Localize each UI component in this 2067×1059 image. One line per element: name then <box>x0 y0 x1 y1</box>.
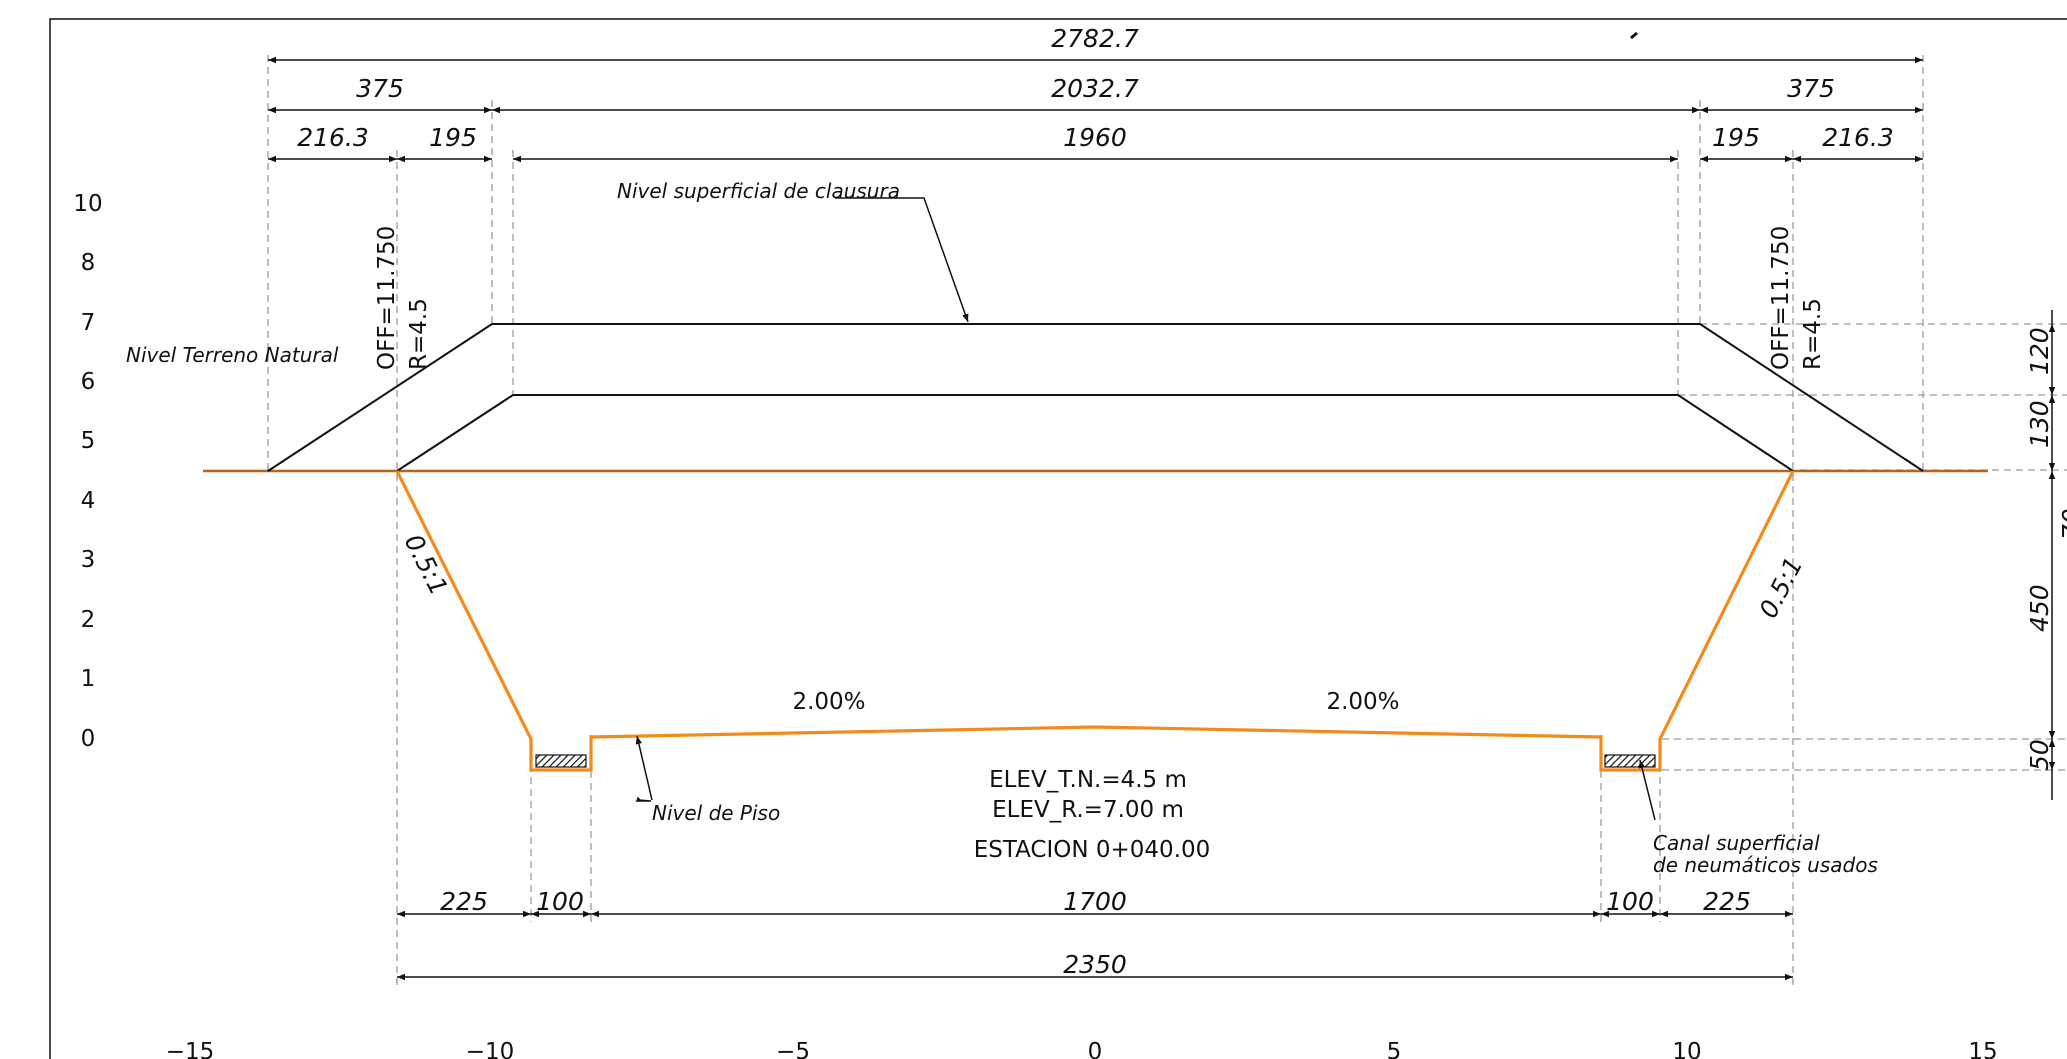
y-tick: 4 <box>81 488 96 514</box>
x-tick: 10 <box>1672 1039 1701 1059</box>
dim-bottom-center-1700: 1700 <box>1063 887 1127 916</box>
dim-right-50: 50 <box>2025 739 2054 771</box>
stray-mark <box>1630 31 1638 40</box>
dim-left-195: 195 <box>429 123 477 152</box>
grade-right: 2.00% <box>1326 689 1399 715</box>
floor-level-leader <box>635 796 652 802</box>
y-tick: 7 <box>81 310 96 336</box>
dim-right-450: 450 <box>2025 584 2054 632</box>
y-tick: 10 <box>73 191 102 217</box>
y-tick: 5 <box>81 428 96 454</box>
station-text: ESTACION 0+040.00 <box>974 837 1211 863</box>
dim-bottom-right-100: 100 <box>1606 887 1654 916</box>
dim-right-130: 130 <box>2025 400 2054 448</box>
offset-label-left: OFF=11.750 <box>374 226 400 370</box>
dim-middle-2032: 2032.7 <box>1051 74 1139 103</box>
dim-right-375: 375 <box>1787 74 1835 103</box>
dim-bottom-right-225: 225 <box>1703 887 1751 916</box>
offset-label-right: OFF=11.750 <box>1768 226 1794 370</box>
x-tick: 5 <box>1387 1039 1402 1059</box>
elev-tn-text: ELEV_T.N.=4.5 m <box>989 767 1187 793</box>
extension-lines <box>267 55 2067 985</box>
closure-surface-outer <box>267 323 1924 472</box>
dim-right-195: 195 <box>1712 123 1760 152</box>
dim-right-700-partial: 70 <box>2057 508 2067 540</box>
channel-hatch-right <box>1604 754 1656 768</box>
bottom-dimension-lines <box>397 910 1793 981</box>
dim-total-top: 2782.7 <box>1051 24 1139 53</box>
y-tick: 3 <box>81 547 96 573</box>
y-tick: 8 <box>81 250 96 276</box>
dim-bottom-left-100: 100 <box>536 887 584 916</box>
drawing-frame <box>49 18 2067 1059</box>
x-tick: 15 <box>1968 1039 1997 1059</box>
x-axis: −15 −10 −5 0 5 10 15 <box>166 1039 1998 1059</box>
x-tick: −5 <box>776 1039 810 1059</box>
y-tick: 0 <box>81 726 96 752</box>
r-label-left: R=4.5 <box>406 298 432 370</box>
channel-hatch-left <box>535 754 587 768</box>
y-tick: 2 <box>81 607 96 633</box>
dim-bottom-total-2350: 2350 <box>1063 950 1127 979</box>
elev-r-text: ELEV_R.=7.00 m <box>992 797 1184 823</box>
dim-left-375: 375 <box>356 74 404 103</box>
natural-ground-label: Nivel Terreno Natural <box>126 343 339 367</box>
closure-level-label: Nivel superficial de clausura <box>617 179 900 203</box>
grade-left: 2.00% <box>792 689 865 715</box>
dim-bottom-left-225: 225 <box>440 887 488 916</box>
dim-right-216: 216.3 <box>1822 123 1894 152</box>
x-tick: −10 <box>466 1039 515 1059</box>
channel-label-line1: Canal superficial <box>1653 831 1820 855</box>
floor-level-leader-arrow <box>635 735 653 801</box>
closure-level-leader <box>835 197 969 323</box>
top-dimension-lines <box>268 56 1923 163</box>
dim-left-216: 216.3 <box>297 123 369 152</box>
excavation-profile <box>395 470 1795 772</box>
y-axis: 10 8 7 6 5 4 3 2 1 0 <box>73 191 102 752</box>
channel-leader <box>1638 759 1656 821</box>
slope-ratio-right: 0.5:1 <box>1754 552 1809 622</box>
r-label-right: R=4.5 <box>1800 298 1826 370</box>
dim-right-120: 120 <box>2025 327 2054 375</box>
floor-level-label: Nivel de Piso <box>652 801 780 825</box>
y-tick: 6 <box>81 369 96 395</box>
x-tick: 0 <box>1088 1039 1103 1059</box>
channel-label-line2-visible: de neumáticos usados <box>1653 853 1878 877</box>
y-tick: 1 <box>81 666 96 692</box>
closure-surface-inner <box>396 394 1794 472</box>
x-tick: −15 <box>166 1039 215 1059</box>
dim-center-1960: 1960 <box>1063 123 1127 152</box>
